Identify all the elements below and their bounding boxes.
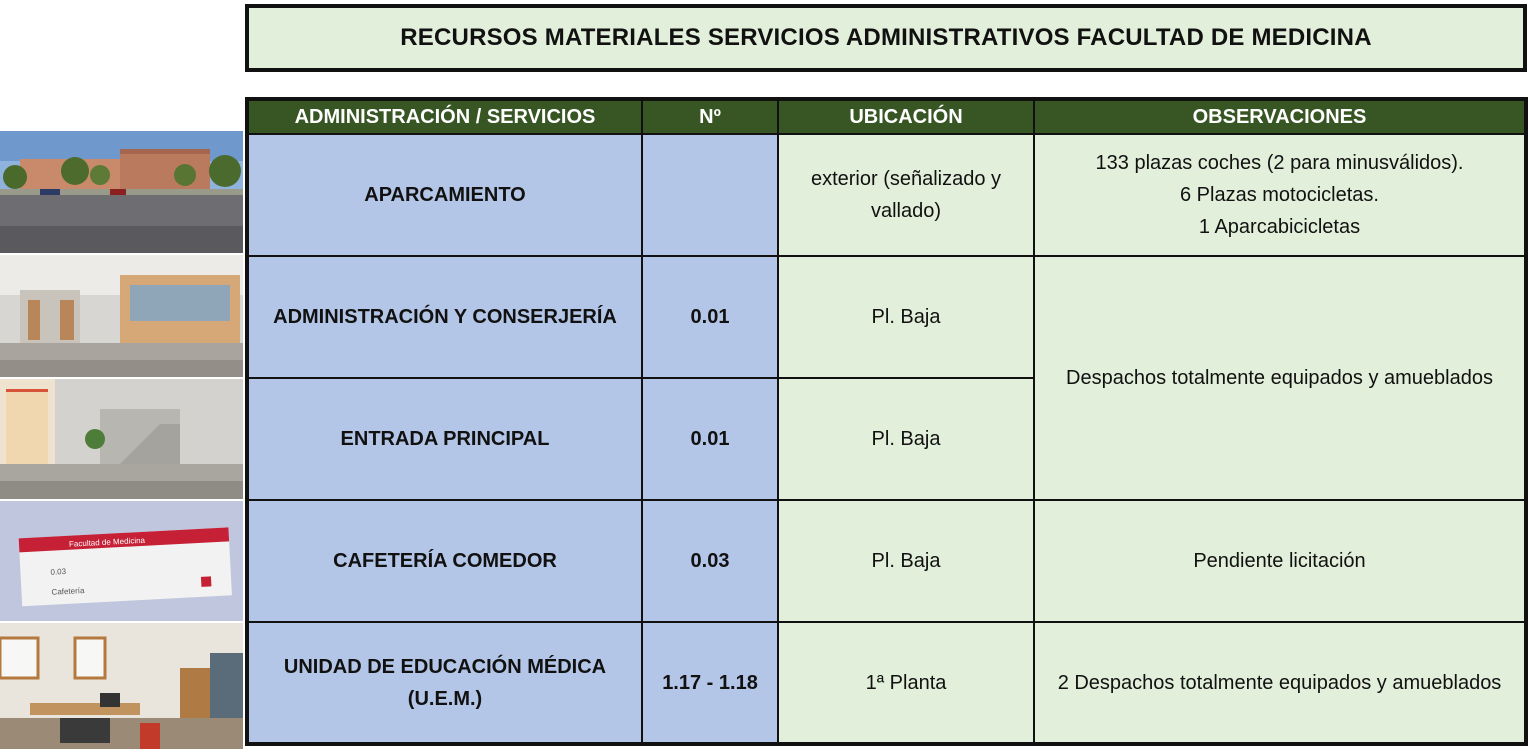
observation-line: 1 Aparcabicicletas bbox=[1198, 216, 1361, 238]
room-number bbox=[641, 133, 779, 257]
table-row: ENTRADA PRINCIPAL 0.01 Pl. Baja bbox=[246, 377, 1526, 501]
document-title: RECURSOS MATERIALES SERVICIOS ADMINISTRA… bbox=[400, 24, 1372, 51]
observations: Pendiente licitación bbox=[1033, 499, 1527, 623]
service-name: ENTRADA PRINCIPAL bbox=[246, 377, 643, 501]
room-number: 0.01 bbox=[641, 255, 779, 379]
room-number: 0.01 bbox=[641, 377, 779, 501]
sign-line-1: Facultad de Medicina bbox=[69, 536, 146, 549]
administration-photo bbox=[0, 255, 243, 377]
document-title-box: RECURSOS MATERIALES SERVICIOS ADMINISTRA… bbox=[245, 4, 1527, 72]
table-row: APARCAMIENTO exterior (señalizado y vall… bbox=[246, 133, 1527, 257]
observations: 2 Despachos totalmente equipados y amueb… bbox=[1033, 621, 1527, 745]
header-number: Nº bbox=[641, 98, 779, 135]
table-row: UNIDAD DE EDUCACIÓN MÉDICA (U.E.M.) 1.17… bbox=[246, 621, 1527, 745]
location: Pl. Baja bbox=[777, 499, 1035, 623]
room-number: 1.17 - 1.18 bbox=[641, 621, 779, 745]
observations: Despachos totalmente equipados y amuebla… bbox=[1033, 255, 1527, 501]
parking-photo bbox=[0, 131, 243, 253]
observation-line: 133 plazas coches (2 para minusválidos). bbox=[1095, 152, 1464, 174]
header-service: ADMINISTRACIÓN / SERVICIOS bbox=[246, 98, 643, 135]
table-header-row: ADMINISTRACIÓN / SERVICIOS Nº UBICACIÓN … bbox=[246, 98, 1527, 135]
location: Pl. Baja bbox=[777, 255, 1035, 379]
sign-line-2: 0.03 bbox=[50, 567, 67, 577]
header-location: UBICACIÓN bbox=[777, 98, 1035, 135]
service-name: APARCAMIENTO bbox=[246, 133, 643, 257]
services-table: ADMINISTRACIÓN / SERVICIOS Nº UBICACIÓN … bbox=[245, 97, 1528, 746]
header-observations: OBSERVACIONES bbox=[1033, 98, 1527, 135]
observation-line: 6 Plazas motocicletas. bbox=[1180, 184, 1379, 206]
uem-office-photo bbox=[0, 623, 243, 749]
location: Pl. Baja bbox=[777, 377, 1035, 501]
location: 1ª Planta bbox=[777, 621, 1035, 745]
sign-line-3: Cafetería bbox=[51, 586, 85, 597]
observations: 133 plazas coches (2 para minusválidos).… bbox=[1033, 133, 1527, 257]
location: exterior (señalizado y vallado) bbox=[777, 133, 1035, 257]
service-name: ADMINISTRACIÓN Y CONSERJERÍA bbox=[246, 255, 643, 379]
main-entrance-photo bbox=[0, 379, 243, 499]
table-row: CAFETERÍA COMEDOR 0.03 Pl. Baja Pendient… bbox=[246, 499, 1527, 623]
service-name: CAFETERÍA COMEDOR bbox=[246, 499, 643, 623]
cafeteria-sign-photo: Facultad de Medicina 0.03 Cafetería bbox=[0, 501, 243, 621]
service-name: UNIDAD DE EDUCACIÓN MÉDICA (U.E.M.) bbox=[246, 621, 643, 745]
room-number: 0.03 bbox=[641, 499, 779, 623]
table-row: ADMINISTRACIÓN Y CONSERJERÍA 0.01 Pl. Ba… bbox=[246, 255, 1527, 501]
